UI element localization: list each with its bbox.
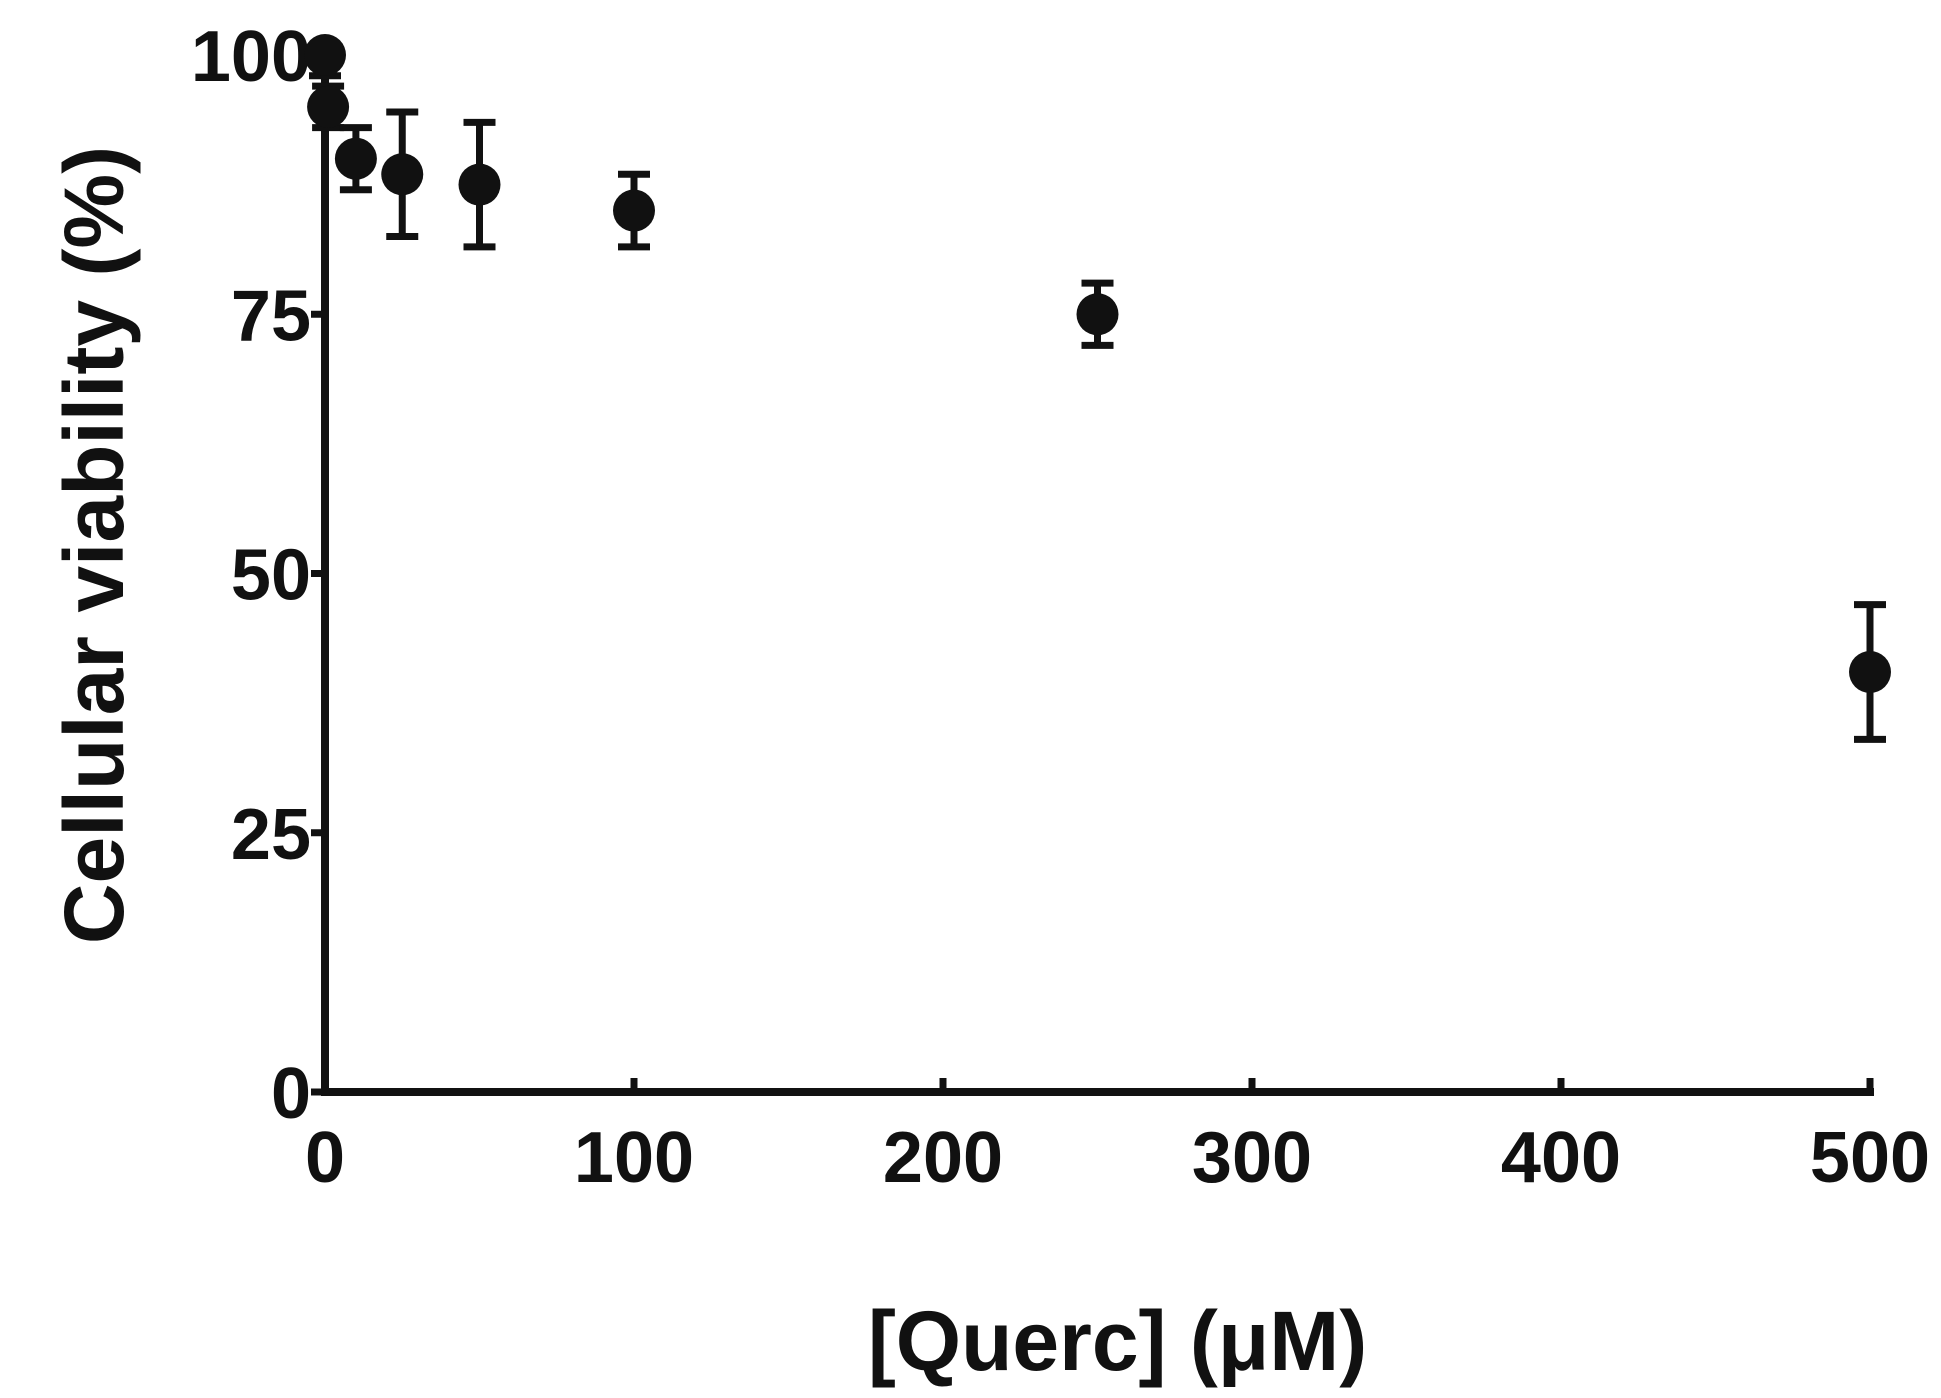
x-tick-label: 100 [574, 1118, 694, 1198]
data-point-group [381, 108, 424, 240]
data-point [334, 137, 377, 180]
y-tick-label: 0 [271, 1054, 311, 1134]
data-point-group [304, 34, 346, 80]
y-tick-label: 100 [191, 17, 311, 97]
y-tick-label: 50 [231, 536, 311, 616]
x-tick-label: 200 [883, 1118, 1003, 1198]
y-axis-title: Cellular viability (%) [47, 146, 141, 944]
data-point [458, 163, 501, 206]
x-axis-title: [Querc] (μM) [868, 1294, 1367, 1388]
data-point [613, 189, 655, 232]
data-point-group [458, 118, 501, 251]
data-point-group [307, 82, 350, 132]
x-tick-label: 0 [305, 1118, 345, 1198]
y-tick-label: 25 [231, 795, 311, 875]
data-point-group [334, 124, 377, 194]
x-ticks: 0 100 200 300 400 500 [305, 1078, 1930, 1198]
data-points [304, 34, 1891, 743]
x-tick-label: 400 [1501, 1118, 1621, 1198]
data-point [1849, 651, 1891, 694]
x-tick-label: 500 [1810, 1118, 1930, 1198]
data-point-group [1076, 279, 1119, 349]
y-tick-label: 75 [231, 276, 311, 356]
x-tick-label: 300 [1192, 1118, 1312, 1198]
data-point [304, 34, 346, 76]
data-point [1076, 293, 1119, 336]
data-point-group [1849, 601, 1891, 743]
data-point [307, 85, 350, 128]
y-ticks: 0 25 50 75 100 [191, 17, 325, 1134]
axes [321, 53, 1874, 1096]
data-point-group [613, 170, 655, 251]
data-point [381, 153, 424, 196]
